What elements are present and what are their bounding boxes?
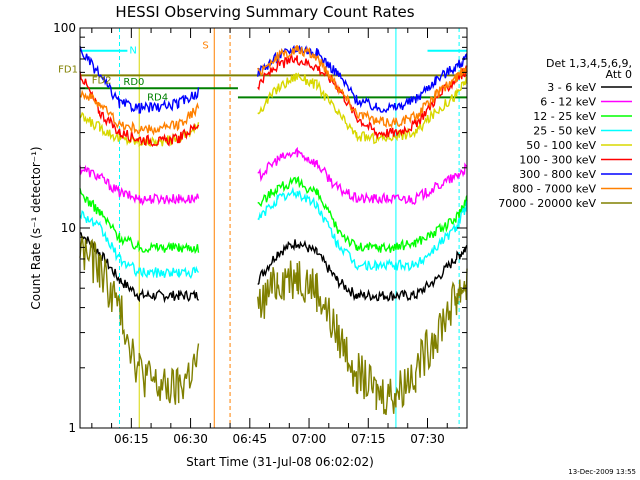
y-axis-ticks: 1 10 100 [53,21,467,435]
legend-label-3: 25 - 50 keV [533,125,596,138]
legend-title: Det 1,3,4,5,6,9, [546,57,632,70]
series-line-2 [79,175,468,255]
x-tick-label: 07:15 [351,432,386,446]
annotation-label-n: N [129,46,136,57]
x-tick-label: 06:15 [114,432,149,446]
annotation-label-rd0: RD0 [123,77,144,88]
series-line-8 [79,236,468,416]
legend-label-5: 100 - 300 keV [519,154,596,167]
annotation-label-fd1: FD1 [58,64,78,75]
annotation-label-fd2: FD2 [92,75,112,86]
y-tick-label: 1 [68,421,76,435]
legend-label-4: 50 - 100 keV [526,139,596,152]
annotation-label-s: S [202,41,208,52]
legend-label-8: 7000 - 20000 keV [498,197,596,210]
x-tick-label: 07:30 [410,432,445,446]
legend-label-6: 300 - 800 keV [519,168,596,181]
y-tick-label: 10 [61,221,76,235]
y-axis-label: Count Rate (s⁻¹ detector⁻¹) [29,146,43,309]
series-line-3 [79,186,468,279]
series-lines [79,44,468,416]
annotation-label-rd4: RD4 [147,92,168,103]
legend-label-2: 12 - 25 keV [533,110,596,123]
series-line-1 [79,146,468,206]
overlay-lines [80,28,467,428]
chart-title: HESSI Observing Summary Count Rates [115,3,414,21]
series-line-7 [79,44,468,136]
timestamp: 13-Dec-2009 13:55 [568,468,636,476]
legend-label-0: 3 - 6 keV [547,81,596,94]
x-tick-label: 07:00 [292,432,327,446]
series-line-0 [79,231,468,304]
legend-subtitle: Att 0 [606,68,632,81]
x-tick-label: 06:30 [173,432,208,446]
legend-label-7: 800 - 7000 keV [512,183,596,196]
x-axis-label: Start Time (31-Jul-08 06:02:02) [186,455,374,469]
legend-label-1: 6 - 12 keV [540,96,596,109]
x-tick-label: 06:45 [233,432,268,446]
y-tick-label: 100 [53,21,76,35]
x-axis-ticks: 06:15 06:30 06:45 07:00 07:15 07:30 [91,28,468,446]
